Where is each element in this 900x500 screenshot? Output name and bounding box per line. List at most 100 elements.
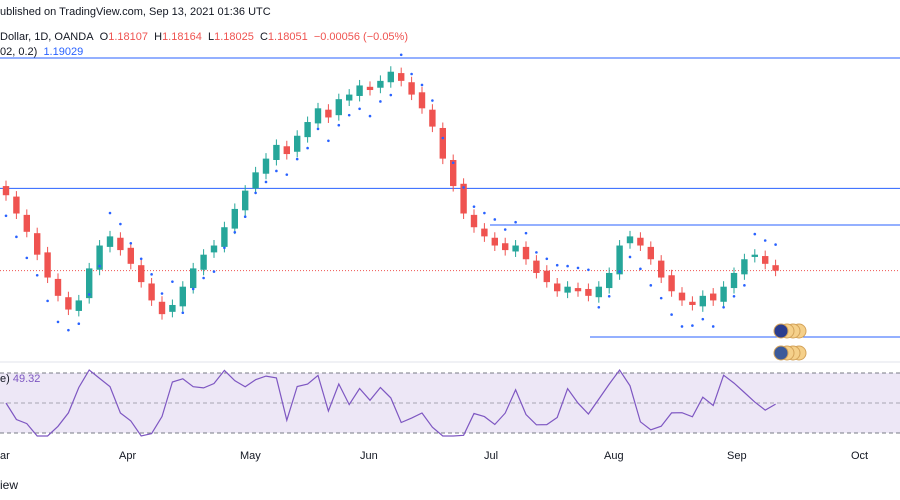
candle-body: [574, 288, 582, 292]
rsi-legend[interactable]: e) 49.32: [0, 373, 40, 385]
psar-dots: [4, 53, 777, 332]
psar-params: 02, 0.2): [0, 46, 38, 58]
psar-dot: [129, 241, 133, 245]
psar-dot: [306, 146, 309, 150]
psar-dot: [191, 287, 195, 291]
candle-body: [678, 292, 686, 301]
candles: [2, 66, 779, 320]
candle-body: [647, 246, 654, 260]
psar-dot: [774, 243, 777, 246]
psar-dot: [181, 311, 185, 315]
candle-body: [179, 286, 186, 307]
open-label: O: [99, 31, 109, 43]
published-line: ublished on TradingView.com, Sep 13, 202…: [0, 6, 271, 18]
psar-dot: [472, 205, 476, 208]
psar-dot: [670, 313, 673, 316]
psar-dot: [753, 232, 757, 236]
candle-body: [606, 272, 613, 289]
psar-dot: [597, 305, 601, 309]
psar-dot: [566, 264, 569, 268]
x-axis-label: Jul: [484, 450, 498, 462]
x-axis-label: ar: [0, 450, 10, 462]
psar-dot: [524, 231, 528, 235]
low-label: L: [207, 31, 215, 43]
psar-dot: [763, 239, 767, 242]
candle-body: [148, 283, 155, 301]
candle-body: [96, 245, 103, 270]
candle-body: [481, 228, 488, 237]
candle-body: [23, 214, 30, 232]
psar-dot: [483, 211, 486, 215]
ohlc-line: Dollar, 1D, OANDA O1.18107 H1.18164 L1.1…: [0, 31, 408, 43]
candle-body: [533, 260, 540, 273]
change-value: −0.00056 (−0.05%): [313, 31, 408, 43]
candle-body: [210, 245, 218, 253]
psar-dot: [243, 215, 247, 219]
psar-dot: [545, 257, 549, 261]
candle-body: [564, 286, 571, 293]
psar-dot: [535, 251, 538, 254]
psar-dot: [628, 255, 632, 259]
psar-dot: [389, 93, 393, 97]
psar-dot: [4, 214, 8, 218]
candle-body: [44, 252, 51, 278]
candle-body: [689, 301, 696, 305]
candle-body: [273, 144, 280, 160]
psar-dot: [56, 320, 60, 324]
candle-body: [699, 295, 706, 307]
flag-us-icon: [773, 345, 789, 361]
candle-body: [127, 247, 134, 264]
psar-dot: [98, 264, 101, 268]
candle-body: [762, 256, 769, 264]
candle-body: [34, 233, 41, 255]
psar-dot: [587, 268, 590, 272]
candle-body: [138, 265, 145, 283]
psar-dot: [451, 161, 455, 165]
psar-dot: [264, 180, 268, 184]
candle-body: [720, 286, 727, 302]
psar-dot: [337, 123, 341, 127]
psar-dot: [503, 228, 507, 231]
symbol-label[interactable]: Dollar, 1D, OANDA: [0, 31, 94, 43]
candle-body: [169, 304, 176, 312]
candle-body: [377, 80, 384, 88]
candle-body: [346, 94, 353, 101]
candle-body: [106, 236, 114, 247]
psar-dot: [285, 173, 289, 176]
candle-body: [595, 286, 602, 298]
candle-body: [554, 283, 561, 292]
rsi-label-prefix: e): [0, 373, 10, 385]
low-value: 1.18025: [214, 31, 254, 43]
psar-dot: [649, 284, 653, 287]
psar-dot: [119, 222, 122, 226]
psar-dot: [618, 270, 621, 273]
psar-dot: [691, 324, 694, 327]
psar-legend[interactable]: 02, 0.2) 1.19029: [0, 46, 83, 58]
candle-body: [543, 270, 550, 283]
candle-body: [262, 158, 270, 174]
candle-body: [2, 186, 10, 196]
candle-body: [387, 71, 394, 83]
psar-dot: [171, 280, 174, 283]
psar-dot: [77, 322, 81, 326]
candle-body: [221, 227, 228, 247]
x-axis-label: Oct: [851, 450, 868, 462]
psar-dot: [275, 169, 278, 173]
candle-body: [117, 237, 124, 251]
candle-body: [522, 246, 530, 260]
high-label: H: [154, 31, 163, 43]
psar-dot: [212, 270, 216, 273]
candle-body: [502, 243, 509, 251]
candle-body: [283, 146, 290, 155]
candle-body: [242, 190, 249, 211]
psar-dot: [233, 230, 237, 234]
psar-dot: [87, 293, 91, 296]
psar-dot: [462, 186, 465, 189]
candle-body: [158, 301, 166, 315]
candle-body: [86, 268, 93, 299]
flag-eu-icon: [773, 323, 789, 339]
candle-body: [398, 73, 405, 81]
candle-body: [450, 159, 457, 187]
candle-body: [54, 278, 62, 296]
